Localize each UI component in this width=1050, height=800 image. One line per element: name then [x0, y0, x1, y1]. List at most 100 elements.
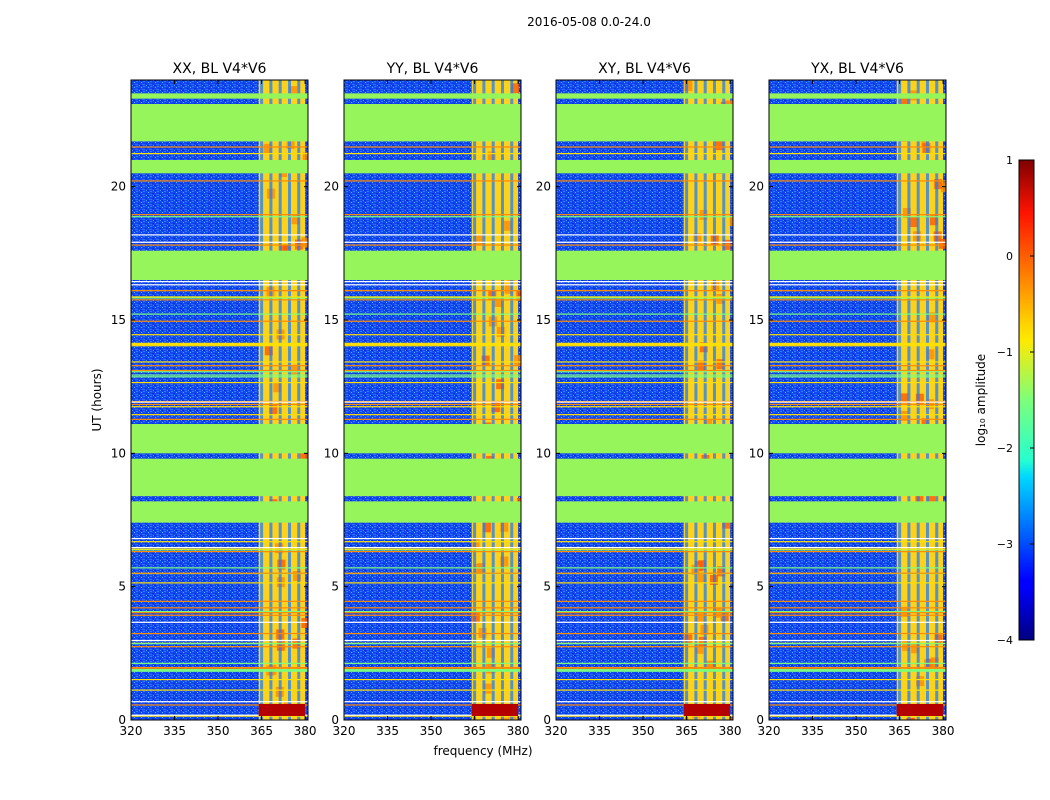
horizontal-line — [556, 284, 733, 286]
colorbar-tick-label: −1 — [997, 346, 1013, 359]
horizontal-line — [556, 610, 733, 613]
horizontal-line — [131, 297, 308, 299]
flagged-band — [556, 104, 733, 142]
horizontal-line — [131, 546, 308, 549]
band-blob — [263, 143, 272, 154]
y-tick-label: 15 — [324, 313, 339, 327]
horizontal-line — [769, 610, 946, 613]
horizontal-line — [131, 549, 308, 551]
horizontal-line — [131, 669, 308, 671]
horizontal-line — [769, 715, 946, 717]
band-blob — [698, 636, 707, 647]
heatmap-cells — [556, 80, 733, 720]
horizontal-line — [556, 414, 733, 416]
flagged-band — [344, 458, 521, 496]
horizontal-line — [556, 639, 733, 642]
x-tick-label: 335 — [163, 724, 186, 738]
band-blob — [706, 660, 715, 671]
horizontal-line — [131, 369, 308, 372]
horizontal-line — [131, 313, 308, 315]
horizontal-line — [556, 403, 733, 406]
band-blob — [927, 492, 936, 503]
band-stripe — [278, 80, 282, 720]
horizontal-line — [344, 572, 521, 574]
horizontal-line — [344, 607, 521, 609]
band-stripe — [712, 80, 716, 720]
colorbar-tick-label: −2 — [997, 442, 1013, 455]
horizontal-line — [131, 381, 308, 384]
horizontal-line — [344, 546, 521, 549]
flagged-band — [556, 424, 733, 454]
y-tick-label: 20 — [111, 180, 126, 194]
y-tick-label: 20 — [749, 180, 764, 194]
horizontal-line — [131, 180, 308, 182]
panel-xx: XX, BL V4*V6 320 335 350 365 380 0 5 10 15 20 — [111, 61, 317, 738]
horizontal-line — [131, 610, 308, 613]
flagged-band — [556, 250, 733, 280]
horizontal-line — [344, 704, 521, 706]
horizontal-line — [131, 365, 308, 367]
horizontal-line — [556, 374, 733, 376]
band-blob — [934, 634, 943, 645]
horizontal-line — [344, 646, 521, 648]
x-tick-label: 350 — [632, 724, 655, 738]
horizontal-line — [131, 621, 308, 623]
band-blob — [288, 364, 297, 375]
band-blob — [514, 355, 521, 366]
horizontal-line — [769, 669, 946, 671]
band-blob — [500, 521, 509, 532]
y-tick-label: 0 — [756, 713, 764, 727]
horizontal-line — [344, 374, 521, 376]
flagged-band — [131, 93, 308, 99]
horizontal-line — [556, 669, 733, 671]
band-stripe — [898, 80, 902, 720]
heatmap-cells — [769, 80, 946, 720]
panel-frame — [768, 79, 947, 721]
horizontal-line — [769, 214, 946, 216]
horizontal-line — [344, 621, 521, 623]
horizontal-line — [344, 678, 521, 681]
horizontal-line — [344, 401, 521, 403]
horizontal-line — [769, 381, 946, 384]
horizontal-line — [769, 361, 946, 363]
colorbar-tick-label: 0 — [1006, 250, 1013, 263]
horizontal-line — [131, 290, 308, 292]
horizontal-line — [556, 537, 733, 540]
horizontal-line — [344, 403, 521, 406]
horizontal-line — [344, 345, 521, 347]
horizontal-line — [344, 376, 521, 378]
horizontal-line — [769, 418, 946, 420]
panel-title: XY, BL V4*V6 — [598, 61, 691, 77]
horizontal-line — [556, 216, 733, 218]
figure-title: 2016-05-08 0.0-24.0 — [527, 15, 651, 29]
x-tick-label: 380 — [507, 724, 530, 738]
horizontal-line — [131, 334, 308, 336]
x-tick-label: 365 — [888, 724, 911, 738]
horizontal-line — [769, 296, 946, 298]
horizontal-line — [556, 670, 733, 672]
y-tick-label: 5 — [331, 580, 339, 594]
horizontal-line — [344, 334, 521, 336]
horizontal-line — [131, 234, 308, 236]
band-stripe — [916, 80, 920, 720]
horizontal-line — [769, 582, 946, 584]
horizontal-line — [131, 320, 308, 322]
horizontal-line — [769, 704, 946, 706]
horizontal-line — [556, 342, 733, 344]
horizontal-line — [769, 334, 946, 336]
horizontal-line — [769, 234, 946, 236]
x-tick-label: 335 — [801, 724, 824, 738]
x-tick-label: 380 — [719, 724, 742, 738]
band-blob — [293, 570, 302, 581]
panel-title: YX, BL V4*V6 — [810, 61, 904, 77]
horizontal-line — [131, 296, 308, 298]
horizontal-line — [556, 152, 733, 155]
horizontal-line — [131, 632, 308, 635]
horizontal-line — [769, 639, 946, 642]
horizontal-line — [556, 715, 733, 717]
horizontal-line — [131, 567, 308, 569]
band-blob — [929, 215, 938, 226]
horizontal-line — [131, 537, 308, 540]
horizontal-line — [769, 281, 946, 283]
band-blob — [283, 244, 292, 255]
